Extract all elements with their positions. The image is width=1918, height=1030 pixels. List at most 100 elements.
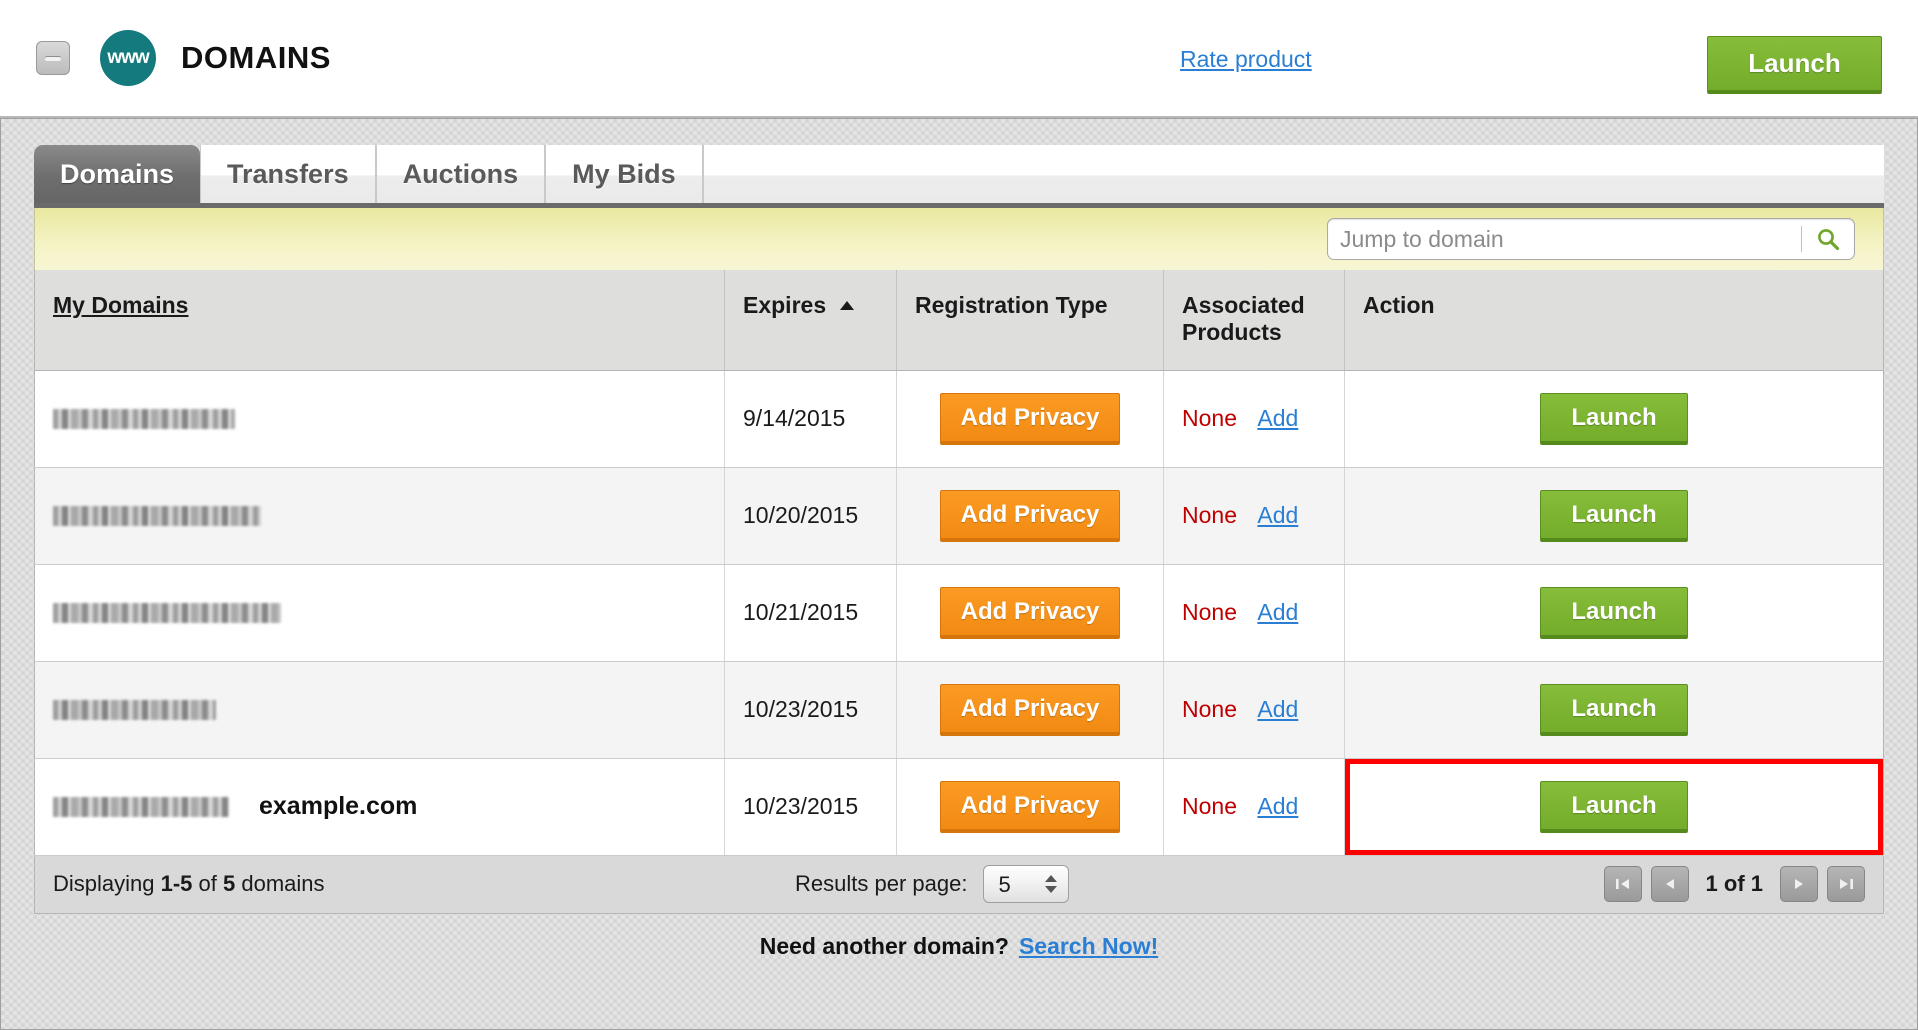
table-footer: Displaying 1-5 of 5 domains Results per …	[34, 855, 1884, 914]
results-per-page-label: Results per page:	[795, 871, 968, 896]
collapse-minus-icon[interactable]	[36, 41, 70, 75]
associated-products-add-link[interactable]: Add	[1257, 599, 1299, 625]
results-per-page-select[interactable]: 5102550100	[983, 865, 1070, 903]
search-input[interactable]	[1328, 219, 1801, 259]
tab-bar: Domains Transfers Auctions My Bids	[34, 145, 1884, 208]
redacted-domain-name	[53, 796, 229, 817]
domain-name-cell	[34, 661, 725, 759]
displaying-total: 5	[222, 871, 236, 896]
search-now-link[interactable]: Search Now!	[1018, 933, 1159, 959]
tab-transfers[interactable]: Transfers	[200, 145, 376, 203]
pager-last-button[interactable]	[1827, 866, 1865, 902]
content-panel: Domains Transfers Auctions My Bids	[0, 118, 1918, 1030]
pager-next-button[interactable]	[1780, 866, 1818, 902]
column-header-registration-type[interactable]: Registration Type	[896, 270, 1164, 371]
associated-products-cell: None Add	[1163, 564, 1345, 662]
associated-products-cell: None Add	[1163, 758, 1345, 856]
column-header-registration-type-label: Registration Type	[915, 292, 1108, 318]
prev-page-icon	[1665, 879, 1674, 889]
domain-name-cell	[34, 467, 725, 565]
pager-prev-button[interactable]	[1650, 866, 1689, 902]
expires-cell: 10/21/2015	[724, 564, 897, 662]
sort-ascending-icon	[839, 301, 854, 310]
associated-products-value: None	[1182, 502, 1237, 528]
add-privacy-button[interactable]: Add Privacy	[939, 392, 1121, 445]
registration-type-cell: Add Privacy	[896, 564, 1164, 662]
domain-name-cell: example.com	[34, 758, 725, 856]
associated-products-cell: None Add	[1163, 370, 1345, 468]
action-cell: Launch	[1344, 467, 1884, 565]
pager-first-button[interactable]	[1603, 866, 1642, 902]
domains-table: My Domains Expires Registration Type Ass…	[34, 270, 1884, 856]
launch-button[interactable]: Launch	[1540, 489, 1688, 542]
pagination-controls: 1 of 1	[1603, 866, 1865, 902]
results-per-page-select-wrapper[interactable]: 5102550100	[983, 865, 1070, 903]
registration-type-cell: Add Privacy	[896, 758, 1164, 856]
expires-cell: 10/23/2015	[724, 758, 897, 856]
need-another-domain-text: Need another domain?	[759, 933, 1009, 959]
add-privacy-button[interactable]: Add Privacy	[939, 780, 1121, 833]
search-button[interactable]	[1802, 219, 1854, 259]
column-header-action-label: Action	[1363, 292, 1435, 318]
displaying-suffix: domains	[235, 871, 325, 896]
associated-products-add-link[interactable]: Add	[1257, 793, 1299, 819]
need-another-domain-bar: Need another domain? Search Now!	[34, 914, 1884, 980]
associated-products-add-link[interactable]: Add	[1257, 502, 1299, 528]
table-row: 10/21/2015 Add Privacy None Add Launch	[34, 564, 1884, 662]
launch-button[interactable]: Launch	[1540, 392, 1688, 445]
associated-products-value: None	[1182, 599, 1237, 625]
column-header-action: Action	[1344, 270, 1884, 371]
domain-name-cell	[34, 370, 725, 468]
add-privacy-button[interactable]: Add Privacy	[939, 586, 1121, 639]
registration-type-cell: Add Privacy	[896, 370, 1164, 468]
expires-cell: 9/14/2015	[724, 370, 897, 468]
column-header-expires-label[interactable]: Expires	[743, 292, 827, 318]
tab-my-bids[interactable]: My Bids	[545, 145, 703, 203]
results-per-page-group: Results per page: 5102550100	[795, 865, 1070, 903]
redacted-domain-name	[53, 408, 235, 429]
displaying-middle: of	[192, 871, 223, 896]
table-row: 10/20/2015 Add Privacy None Add Launch	[34, 467, 1884, 565]
associated-products-value: None	[1182, 696, 1237, 722]
first-page-icon	[1615, 879, 1629, 889]
expires-cell: 10/20/2015	[724, 467, 897, 565]
redacted-domain-name	[53, 602, 281, 623]
registration-type-cell: Add Privacy	[896, 661, 1164, 759]
table-row: 10/23/2015 Add Privacy None Add Launch	[34, 661, 1884, 759]
column-header-my-domains-label[interactable]: My Domains	[53, 292, 189, 318]
associated-products-cell: None Add	[1163, 467, 1345, 565]
tab-domains[interactable]: Domains	[34, 145, 201, 203]
table-row: 9/14/2015 Add Privacy None Add Launch	[34, 370, 1884, 468]
tab-auctions[interactable]: Auctions	[375, 145, 546, 203]
minus-bar	[45, 55, 61, 61]
search-box[interactable]	[1327, 218, 1855, 260]
page-title: DOMAINS	[181, 40, 331, 75]
action-cell-highlighted: Launch	[1344, 758, 1884, 856]
column-header-my-domains[interactable]: My Domains	[34, 270, 725, 371]
redacted-domain-name	[53, 505, 261, 526]
rate-product-link[interactable]: Rate product	[1180, 46, 1312, 72]
displaying-range: 1-5	[160, 871, 193, 896]
search-icon	[1818, 229, 1840, 251]
associated-products-value: None	[1182, 793, 1237, 819]
column-header-associated-products-label: Associated Products	[1182, 292, 1305, 345]
associated-products-add-link[interactable]: Add	[1257, 696, 1299, 722]
expires-cell: 10/23/2015	[724, 661, 897, 759]
associated-products-add-link[interactable]: Add	[1257, 405, 1299, 431]
column-header-associated-products[interactable]: Associated Products	[1163, 270, 1345, 371]
launch-button[interactable]: Launch	[1540, 586, 1688, 639]
add-privacy-button[interactable]: Add Privacy	[939, 489, 1121, 542]
add-privacy-button[interactable]: Add Privacy	[939, 683, 1121, 736]
header-launch-button[interactable]: Launch	[1707, 36, 1882, 94]
redacted-domain-name	[53, 699, 216, 720]
column-header-expires[interactable]: Expires	[724, 270, 897, 371]
table-header-row: My Domains Expires Registration Type Ass…	[34, 270, 1884, 371]
action-cell: Launch	[1344, 370, 1884, 468]
last-page-icon	[1840, 879, 1853, 889]
table-row: example.com 10/23/2015 Add Privacy None …	[34, 758, 1884, 856]
launch-button[interactable]: Launch	[1540, 683, 1688, 736]
app-header: www DOMAINS Rate product Launch	[0, 0, 1918, 118]
launch-button-highlighted[interactable]: Launch	[1540, 780, 1688, 833]
domain-name-cell	[34, 564, 725, 662]
next-page-icon	[1795, 879, 1803, 889]
